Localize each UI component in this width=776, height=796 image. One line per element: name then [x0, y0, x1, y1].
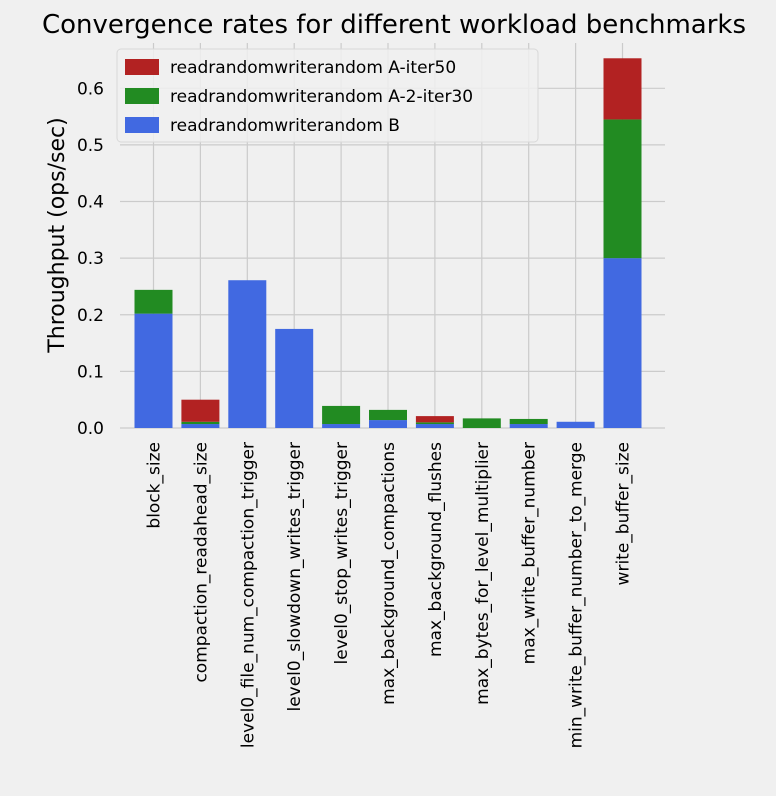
x-tick-label: max_write_buffer_number	[520, 442, 540, 664]
legend-swatch	[125, 117, 159, 133]
legend-swatch	[125, 88, 159, 104]
y-tick-label: 0.3	[77, 249, 104, 269]
bar-segment	[603, 58, 642, 120]
x-tick-label: compaction_readahead_size	[191, 442, 211, 683]
bar-segment	[181, 424, 220, 428]
y-tick-label: 0.0	[77, 419, 104, 439]
bar-segment	[462, 418, 501, 428]
bar-segment	[322, 424, 361, 428]
y-tick-label: 0.5	[77, 136, 104, 156]
legend: readrandomwriterandom A-iter50 readrandom…	[116, 48, 539, 143]
legend-entry-label: readrandomwriterandom A-2-iter30	[170, 87, 473, 107]
bar-segment	[509, 424, 548, 428]
bar-segment	[415, 422, 454, 425]
bar-segment	[415, 424, 454, 428]
x-axis-ticks: block_size compaction_readahead_size level…	[145, 442, 634, 749]
x-tick-label: level0_stop_writes_trigger	[332, 442, 352, 664]
x-tick-label: level0_slowdown_writes_trigger	[285, 442, 305, 712]
x-tick-label: max_bytes_for_level_multiplier	[473, 442, 493, 705]
chart-title: Convergence rates for different workload…	[42, 10, 746, 40]
bar-segment	[415, 416, 454, 423]
y-axis-ticks: 0.0 0.1 0.2 0.3 0.4 0.5 0.6	[77, 79, 104, 439]
y-tick-label: 0.2	[77, 306, 104, 326]
bars	[134, 58, 642, 428]
y-tick-label: 0.1	[77, 362, 104, 382]
bar-segment	[369, 409, 407, 421]
legend-entry-label: readrandomwriterandom B	[170, 116, 400, 136]
x-tick-label: min_write_buffer_number_to_merge	[567, 442, 587, 748]
bar-segment	[134, 313, 173, 428]
bar-segment	[181, 421, 220, 425]
bar-segment	[228, 280, 267, 428]
x-tick-label: write_buffer_size	[614, 442, 634, 585]
x-tick-label: level0_file_num_compaction_trigger	[238, 442, 258, 748]
legend-entry-label: readrandomwriterandom A-iter50	[170, 58, 456, 78]
bar-segment	[181, 399, 220, 422]
y-tick-label: 0.4	[77, 193, 104, 213]
x-tick-label: max_background_flushes	[426, 442, 446, 657]
bar-segment	[556, 421, 595, 428]
bar-segment	[134, 289, 173, 314]
x-tick-label: max_background_compactions	[379, 442, 399, 705]
legend-box	[116, 48, 539, 143]
legend-swatch	[125, 59, 159, 75]
bar-segment	[509, 418, 548, 425]
y-tick-label: 0.6	[77, 79, 104, 99]
bar-segment	[369, 420, 407, 428]
bar-segment	[275, 328, 314, 428]
bar-segment	[322, 405, 361, 425]
x-tick-label: block_size	[145, 442, 165, 529]
bar-segment	[603, 258, 642, 428]
bar-segment	[603, 119, 642, 259]
y-axis-label: Throughput (ops/sec)	[45, 117, 70, 353]
